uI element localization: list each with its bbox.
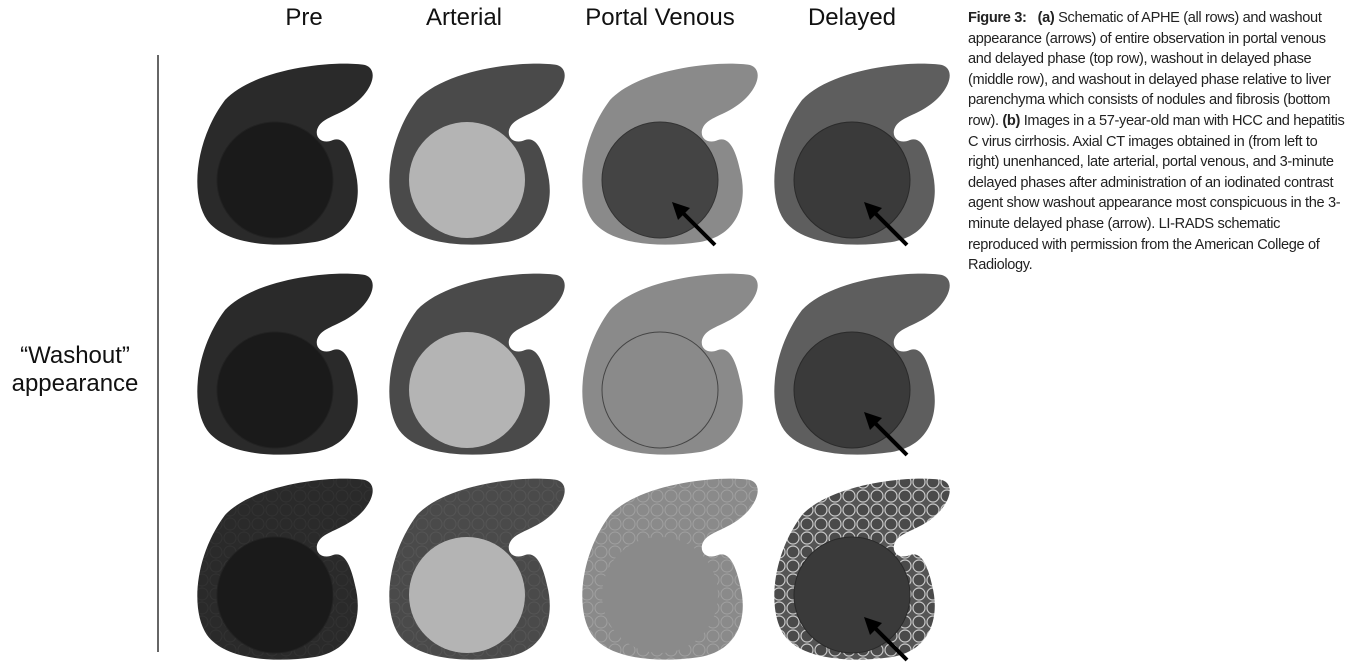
liver-schematic — [389, 274, 564, 455]
liver-schematic — [582, 274, 757, 455]
figure — [0, 0, 1347, 665]
liver-schematic — [197, 64, 372, 245]
liver-schematic — [582, 479, 757, 660]
liver-schematic — [389, 479, 564, 660]
liver-schematic — [197, 479, 372, 660]
page: Pre Arterial Portal Venous Delayed “Wash… — [0, 0, 1347, 665]
liver-schematic — [774, 479, 949, 660]
liver-schematic — [582, 64, 757, 245]
liver-schematic — [389, 64, 564, 245]
liver-schematic — [197, 274, 372, 455]
liver-schematic — [774, 64, 949, 245]
liver-schematic — [774, 274, 949, 455]
